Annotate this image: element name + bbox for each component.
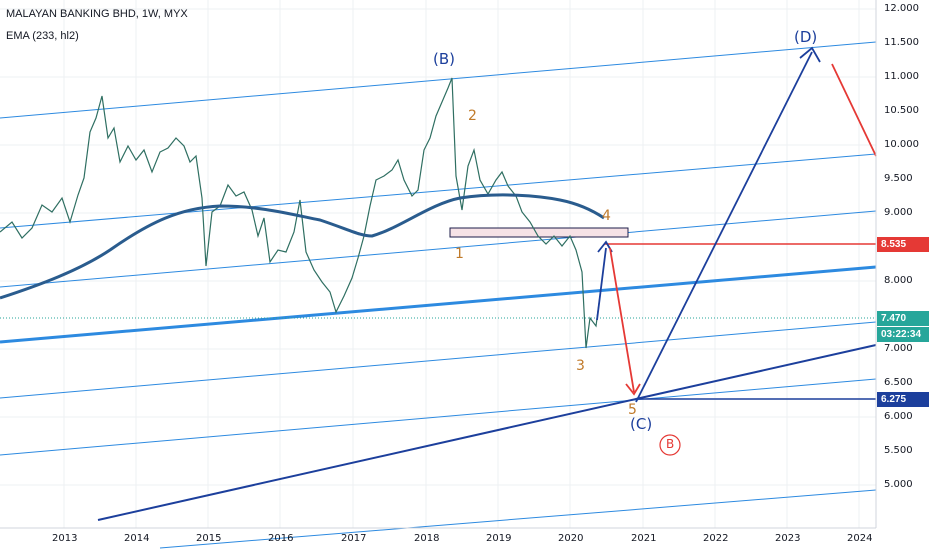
y-tick: 9.500 [884, 173, 913, 184]
y-tick: 10.500 [884, 105, 919, 116]
y-tick: 5.000 [884, 479, 913, 490]
price-series [0, 77, 601, 349]
projection-arrow-head-5 [625, 383, 641, 396]
x-tick: 2013 [52, 533, 78, 544]
projection-arrow-down-after-D [831, 63, 877, 157]
x-tick: 2022 [703, 533, 729, 544]
price-tag-8535: 8.535 [877, 237, 929, 252]
support-trendline[interactable] [97, 344, 877, 521]
y-tick: 12.000 [884, 3, 919, 14]
main-trendline[interactable] [0, 265, 877, 344]
channel-line-3 [0, 210, 877, 288]
y-tick: 5.500 [884, 445, 913, 456]
wave-projections[interactable] [596, 46, 877, 403]
x-tick: 2015 [196, 533, 222, 544]
channel-line-6 [159, 489, 877, 549]
x-tick: 2018 [414, 533, 440, 544]
wave-label-4: 4 [602, 208, 611, 224]
resistance-zone[interactable] [449, 227, 629, 238]
x-tick: 2017 [341, 533, 367, 544]
projection-arrow-down-5 [609, 247, 635, 393]
x-tick: 2019 [486, 533, 512, 544]
indicator-legend[interactable]: EMA (233, hl2) [6, 30, 79, 42]
y-tick: 10.000 [884, 139, 919, 150]
x-tick: 2023 [775, 533, 801, 544]
y-tick: 9.000 [884, 207, 913, 218]
wave-circle-b [659, 434, 681, 456]
channel-line-4 [0, 321, 877, 399]
wave-label-5: 5 [628, 402, 637, 418]
wave-label-3: 3 [576, 358, 585, 374]
projection-arrow-up-4 [596, 247, 607, 321]
channel-lines[interactable] [0, 41, 877, 549]
symbol-title: MALAYAN BANKING BHD, 1W, MYX [6, 8, 188, 20]
y-tick: 11.000 [884, 71, 919, 82]
channel-line-2 [0, 153, 877, 229]
y-tick: 7.000 [884, 343, 913, 354]
channel-line-5 [0, 378, 877, 456]
y-tick: 6.000 [884, 411, 913, 422]
price-tag-6275: 6.275 [877, 392, 929, 407]
x-tick: 2014 [124, 533, 150, 544]
projection-arrow-head-D [799, 46, 821, 63]
y-tick: 6.500 [884, 377, 913, 388]
channel-line-1 [0, 41, 877, 119]
y-tick: 8.000 [884, 275, 913, 286]
x-tick: 2020 [558, 533, 584, 544]
wave-label-2: 2 [468, 108, 477, 124]
x-tick: 2024 [847, 533, 873, 544]
wave-label-circled-B: B [666, 437, 675, 451]
price-tag-last: 7.470 [877, 311, 929, 326]
projection-arrow-up-D [635, 51, 813, 403]
x-tick: 2016 [268, 533, 294, 544]
wave-label-D: (D) [794, 28, 818, 46]
grid [0, 0, 876, 528]
y-tick: 11.500 [884, 37, 919, 48]
x-tick: 2021 [631, 533, 657, 544]
countdown-tag: 03:22:34 [877, 327, 929, 342]
wave-label-B: (B) [433, 50, 455, 68]
wave-label-C: (C) [630, 415, 653, 433]
ema-233-line [0, 193, 605, 300]
wave-label-1: 1 [455, 246, 464, 262]
